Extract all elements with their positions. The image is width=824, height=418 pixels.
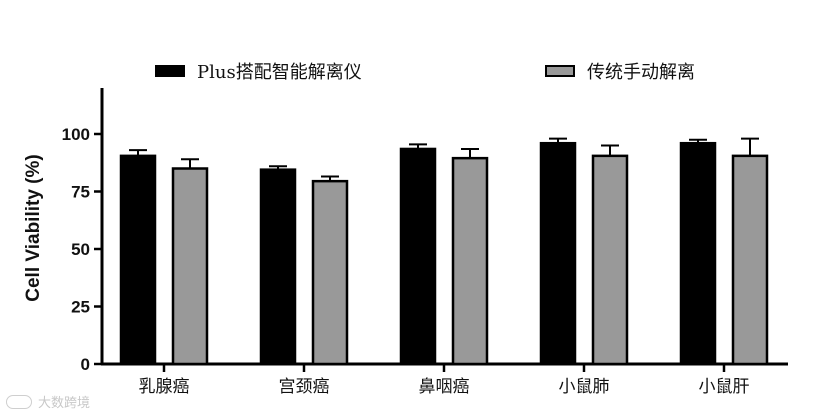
legend-swatch-series-1	[155, 65, 185, 77]
bar	[171, 167, 209, 366]
bar	[311, 179, 349, 366]
bar	[399, 147, 437, 366]
legend-entry-series-2: 传统手动解离	[545, 58, 695, 84]
y-tick-label: 50	[71, 240, 90, 259]
legend-label-series-2: 传统手动解离	[587, 62, 695, 83]
legend-swatch-series-2	[545, 65, 575, 77]
y-axis-label: Cell Viability (%)	[23, 154, 44, 302]
y-tick-label: 100	[62, 125, 90, 144]
x-tick-label: 鼻咽癌	[419, 377, 470, 397]
x-tick-label: 乳腺癌	[139, 377, 190, 397]
x-tick-label: 小鼠肺	[559, 377, 610, 397]
legend-entry-series-1: Plus搭配智能解离仪	[155, 58, 362, 84]
bar	[679, 141, 717, 366]
bar	[539, 141, 577, 366]
bar	[259, 168, 297, 366]
y-tick-label: 75	[71, 183, 90, 202]
bar	[451, 156, 489, 366]
x-tick-label: 小鼠肝	[699, 377, 750, 397]
watermark-text: 大数跨境	[38, 396, 91, 411]
watermark: 大数跨境	[6, 392, 90, 411]
bar	[119, 154, 157, 366]
bar	[731, 154, 769, 366]
bar	[591, 154, 629, 366]
y-tick-label: 25	[71, 298, 90, 317]
watermark-logo-icon	[6, 394, 32, 409]
x-tick-label: 宫颈癌	[279, 377, 330, 397]
y-tick-label: 0	[81, 355, 90, 374]
legend-label-series-1: Plus搭配智能解离仪	[197, 62, 362, 83]
